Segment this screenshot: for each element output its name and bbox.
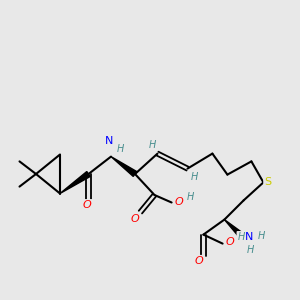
Text: H: H (238, 232, 245, 242)
Text: O: O (130, 214, 140, 224)
Polygon shape (60, 172, 90, 194)
Text: O: O (226, 237, 235, 247)
Text: H: H (148, 140, 156, 151)
Text: H: H (187, 192, 194, 202)
Text: O: O (82, 200, 91, 210)
Text: H: H (117, 144, 124, 154)
Text: S: S (264, 177, 272, 187)
Text: O: O (175, 197, 184, 207)
Polygon shape (111, 157, 137, 176)
Text: H: H (257, 231, 265, 241)
Polygon shape (224, 220, 244, 238)
Text: N: N (105, 136, 114, 146)
Text: N: N (245, 232, 253, 242)
Text: H: H (247, 245, 254, 255)
Text: O: O (194, 256, 203, 266)
Text: H: H (190, 172, 198, 182)
